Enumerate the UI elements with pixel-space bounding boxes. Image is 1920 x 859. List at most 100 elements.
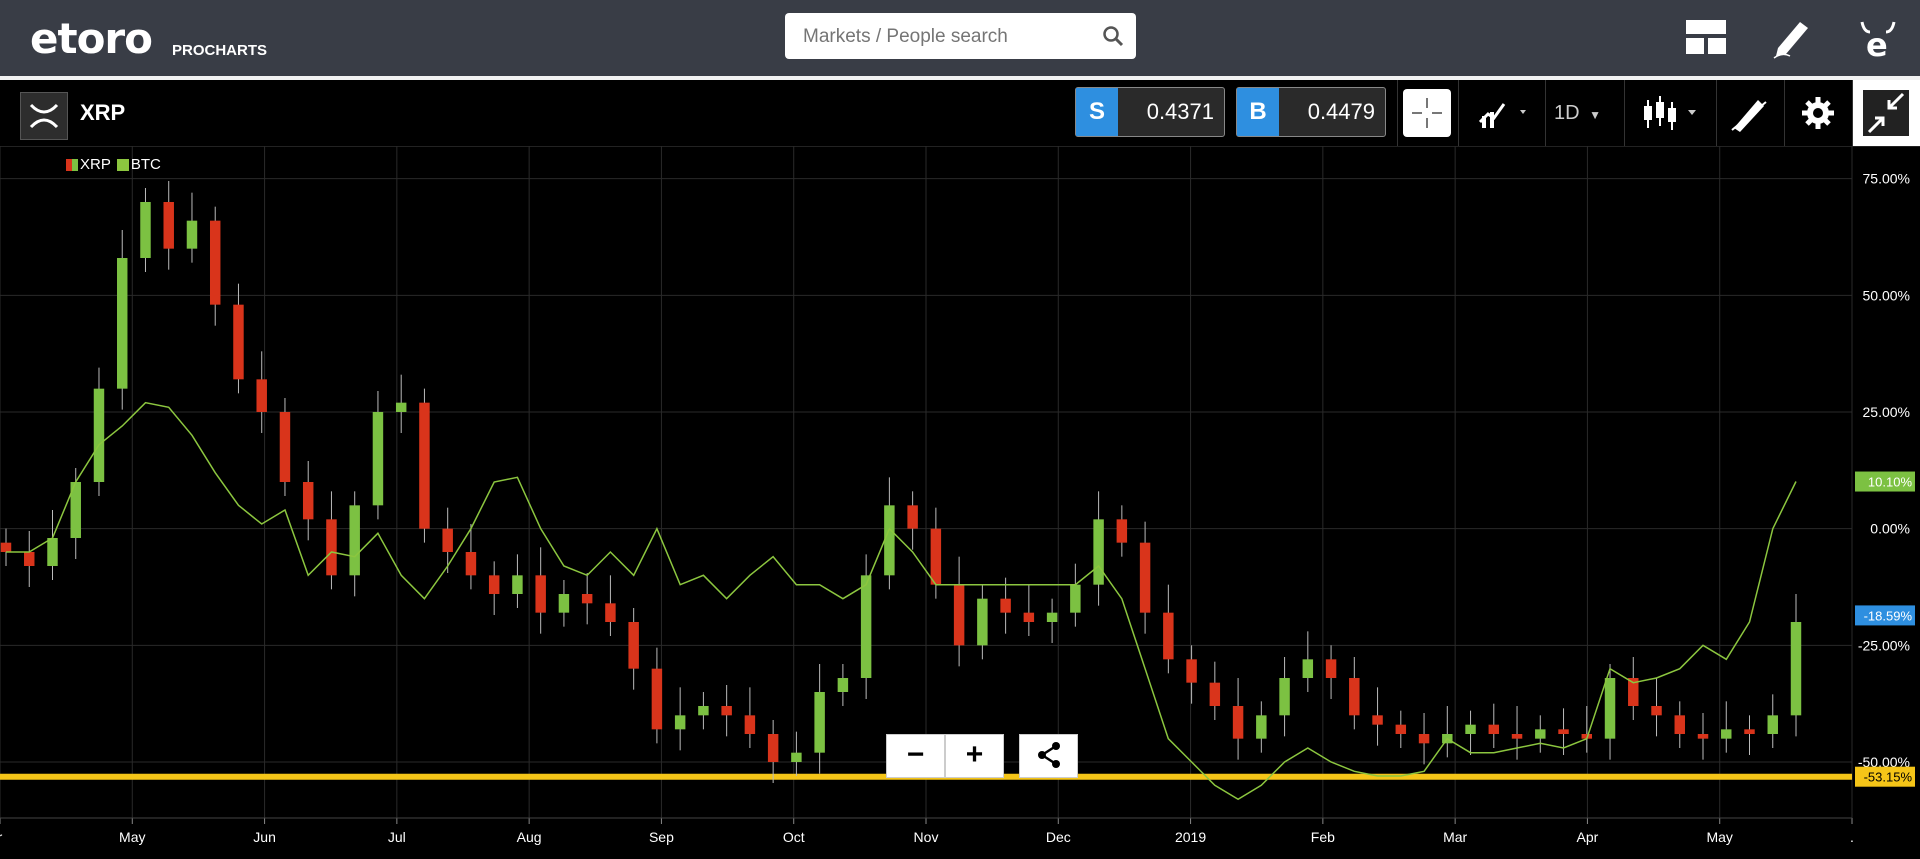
candle-body [581, 594, 593, 604]
logo-subtitle: PROCHARTS [172, 42, 268, 59]
compare-icon[interactable] [1476, 88, 1536, 138]
candle-body [930, 528, 942, 585]
candle-body [279, 412, 291, 482]
x-tick-label: Feb [1311, 829, 1335, 845]
candle-body [953, 584, 965, 646]
candle-body [1163, 612, 1174, 660]
search-box[interactable] [785, 13, 1136, 61]
value-badge-label: -53.15% [1864, 770, 1913, 785]
candle-body [93, 388, 105, 482]
candle-body [628, 622, 639, 669]
candle-body [465, 552, 477, 576]
candle-body [372, 412, 384, 506]
sell-tag: S [1076, 88, 1118, 136]
candle-body [791, 752, 802, 762]
candle-body [1465, 724, 1476, 734]
y-tick-label: -25.00% [1858, 637, 1910, 653]
value-badge [1855, 605, 1915, 626]
search-icon[interactable] [1102, 25, 1124, 47]
share-button[interactable] [1019, 734, 1078, 778]
collapse-icon[interactable] [1853, 80, 1920, 146]
candle-body [1349, 678, 1360, 716]
x-tick-label: r [0, 829, 3, 845]
sell-button[interactable]: S 0.4371 [1075, 87, 1225, 137]
candle-body [1302, 659, 1314, 678]
edit-icon[interactable] [1770, 16, 1814, 60]
candle-body [1139, 542, 1151, 613]
candle-body [1767, 715, 1778, 734]
top-bar: etoro PROCHARTS e [0, 0, 1920, 76]
candle-body [651, 668, 663, 730]
value-badge [1855, 766, 1915, 787]
candle-body [47, 538, 58, 566]
candle-body [488, 575, 500, 594]
y-tick-label: -50.00% [1858, 754, 1910, 770]
candle-body [1604, 678, 1616, 739]
y-tick-label: 25.00% [1863, 404, 1910, 420]
candle-body [0, 542, 12, 552]
toolbar-separator [1397, 80, 1398, 146]
search-input[interactable] [801, 13, 1095, 61]
candle-body [1325, 659, 1337, 678]
etoro-logo[interactable]: etoro PROCHARTS [30, 10, 290, 66]
candle-body [1046, 612, 1058, 622]
candle-body [721, 706, 732, 716]
toolbar-separator [1716, 80, 1717, 146]
candle-body [1256, 715, 1267, 739]
candle-body [1395, 724, 1407, 734]
btc-series-line [6, 401, 1797, 801]
toolbar-separator [1852, 80, 1853, 146]
xrp-logo-icon [20, 92, 68, 140]
candle-body [814, 692, 825, 753]
candle-body [884, 505, 895, 576]
toolbar-separator [1458, 80, 1459, 146]
candle-body [535, 575, 546, 613]
x-tick-label: Nov [914, 829, 939, 845]
candle-body [1721, 729, 1732, 739]
x-tick-label: Dec [1046, 829, 1071, 845]
etoro-profile-icon[interactable]: e [1856, 16, 1900, 60]
gear-icon[interactable] [1796, 88, 1840, 138]
candle-body [1581, 734, 1593, 739]
candlestick-icon[interactable] [1640, 88, 1704, 138]
candle-body [1023, 612, 1035, 622]
y-tick-label: 0.00% [1870, 521, 1910, 537]
candle-body [163, 202, 174, 249]
buy-price: 0.4479 [1307, 99, 1375, 124]
zoom-in-button[interactable]: + [945, 734, 1004, 778]
x-tick-label: May [1706, 829, 1732, 845]
timeframe-dropdown[interactable]: 1D ▼ [1554, 88, 1614, 138]
chart-area[interactable]: 75.00% 50.00% 25.00% 0.00% -25.00% -50.00% r Ma… [0, 146, 1920, 859]
share-icon [1037, 742, 1060, 768]
candle-body [698, 706, 709, 716]
draw-icon[interactable] [1728, 88, 1772, 138]
toolbar-separator [1784, 80, 1785, 146]
x-tick-label: Oct [783, 829, 805, 845]
chart-toolbar: XRP S 0.4371 B 0.4479 1D ▼ [0, 80, 1920, 147]
candle-body [117, 258, 128, 389]
zoom-out-button[interactable]: − [886, 734, 945, 778]
candle-body [1674, 715, 1685, 734]
candle-body [1186, 659, 1197, 683]
candle-body [767, 734, 779, 762]
candle-body [256, 379, 267, 412]
candle-body [1000, 598, 1011, 613]
candle-body [1511, 734, 1523, 739]
candle-body [233, 304, 244, 380]
candle-body [1418, 734, 1430, 744]
crosshair-icon[interactable] [1402, 88, 1452, 138]
candle-body [907, 505, 918, 529]
candle-body [302, 482, 314, 520]
candle-body [140, 202, 151, 258]
candle-body [1744, 729, 1755, 734]
candle-body [1279, 678, 1290, 716]
candle-body [558, 594, 570, 613]
instrument-name: XRP [80, 100, 126, 125]
x-tick-label: Mar [1443, 829, 1467, 845]
layout-icon[interactable] [1684, 16, 1728, 60]
x-tick-label: . [1850, 829, 1854, 845]
candle-body [1790, 622, 1802, 716]
candle-body [349, 505, 360, 576]
x-tick-label: May [119, 829, 145, 845]
buy-button[interactable]: B 0.4479 [1236, 87, 1386, 137]
